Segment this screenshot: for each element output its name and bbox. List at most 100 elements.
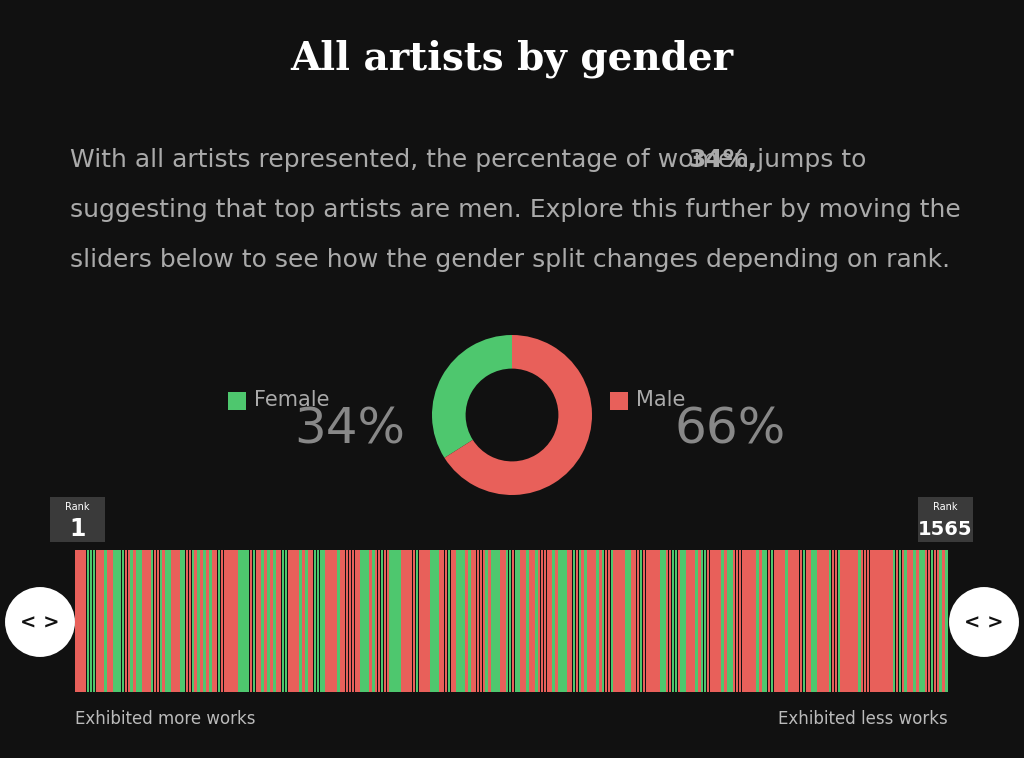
Text: With all artists represented, the percentage of women jumps to: With all artists represented, the percen… [70,148,874,172]
Bar [389,550,392,692]
Bar [430,550,433,692]
Bar [407,550,410,692]
Bar [485,550,488,692]
Bar [561,550,564,692]
Bar [157,550,160,692]
Bar [934,550,936,692]
Bar [721,550,724,692]
Circle shape [949,587,1019,657]
Bar [782,550,784,692]
Bar [754,550,756,692]
Bar [474,550,476,692]
Bar [384,550,386,692]
Bar [232,550,234,692]
Bar [488,550,490,692]
Bar [381,550,383,692]
Bar [465,550,468,692]
Bar [482,550,485,692]
Bar [623,550,625,692]
Bar [686,550,689,692]
Bar [675,550,677,692]
Bar [264,550,267,692]
Bar [410,550,413,692]
Bar [882,550,884,692]
Bar [360,550,362,692]
Bar [791,550,794,692]
Bar [634,550,637,692]
Bar [648,550,651,692]
Bar [838,550,840,692]
Bar [326,550,328,692]
Bar [939,550,942,692]
Bar [937,550,939,692]
Bar [334,550,337,692]
Bar [323,550,325,692]
Bar [375,550,378,692]
Bar [209,550,212,692]
Bar [890,550,893,692]
Bar [703,550,707,692]
Bar [826,550,828,692]
Bar [346,550,348,692]
Bar [680,550,683,692]
Bar [495,550,497,692]
Bar [575,550,579,692]
Bar [756,550,759,692]
Bar [462,550,465,692]
Text: Male: Male [636,390,685,410]
Bar [218,550,220,692]
Bar [201,550,203,692]
Bar [585,550,587,692]
Bar [718,550,721,692]
Bar [404,550,407,692]
Bar [424,550,427,692]
Bar [492,550,494,692]
Bar [364,550,366,692]
Bar [468,550,471,692]
Bar [101,550,104,692]
Text: Rank: Rank [66,502,90,512]
Bar [835,550,838,692]
Bar [244,550,247,692]
Bar [828,550,831,692]
Bar [901,550,904,692]
Bar [509,550,511,692]
Bar [817,550,820,692]
Bar [125,550,127,692]
Bar [275,550,279,692]
Bar [876,550,878,692]
Bar [823,550,825,692]
Bar [296,550,299,692]
Bar [748,550,750,692]
Bar [564,550,566,692]
Bar [302,550,305,692]
Bar [651,550,654,692]
Bar [547,550,549,692]
Text: suggesting that top artists are men. Explore this further by moving the: suggesting that top artists are men. Exp… [70,198,961,222]
Text: < >: < > [965,612,1004,631]
Bar [879,550,881,692]
Bar [267,550,270,692]
Bar [285,550,288,692]
Bar [413,550,416,692]
Bar [567,550,569,692]
Bar [313,550,316,692]
Circle shape [5,587,75,657]
Bar [613,550,616,692]
Bar [110,550,113,692]
Bar [223,550,226,692]
Bar [454,550,456,692]
Text: 34%,: 34%, [688,148,757,172]
Bar [861,550,863,692]
Bar [319,550,323,692]
Bar [602,550,604,692]
Bar [427,550,430,692]
Bar [920,550,922,692]
Bar [735,550,738,692]
Bar [700,550,703,692]
Bar [666,550,669,692]
Bar [108,550,110,692]
Bar [136,550,139,692]
Bar [803,550,805,692]
Bar [716,550,718,692]
